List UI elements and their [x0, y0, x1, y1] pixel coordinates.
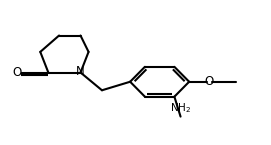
Text: N: N: [76, 65, 85, 78]
Text: O: O: [205, 75, 214, 88]
Text: NH$_2$: NH$_2$: [170, 101, 191, 115]
Text: O: O: [13, 66, 22, 79]
